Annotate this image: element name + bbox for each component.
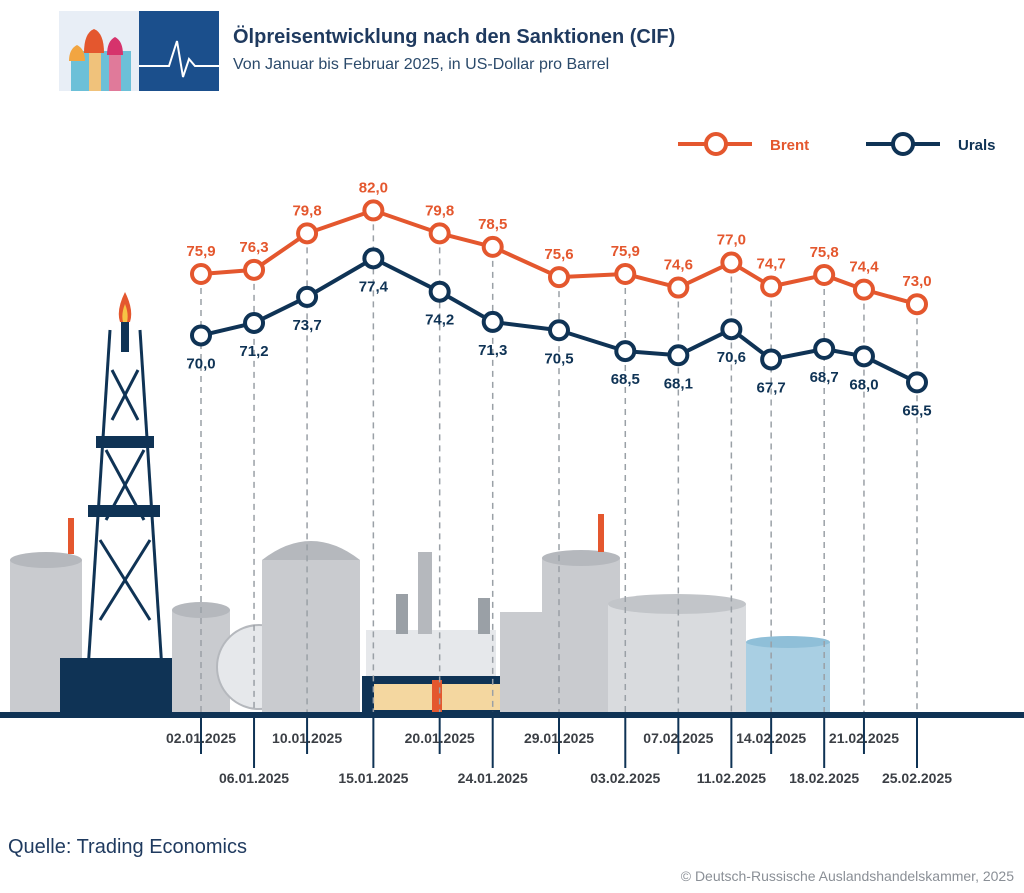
date-label: 20.01.2025 [405,730,475,746]
value-label-brent: 74,4 [849,259,879,276]
point-brent[interactable] [428,222,451,245]
point-urals[interactable] [296,285,319,308]
point-brent[interactable] [667,276,690,299]
point-brent[interactable] [720,251,743,274]
legend-item-urals[interactable]: Urals [866,132,996,156]
legend-brent-marker [704,132,728,156]
legend-urals-label: Urals [958,137,996,154]
ground-line [0,712,1024,718]
legend: Brent Urals [678,132,996,156]
point-brent[interactable] [852,278,875,301]
chart-title: Ölpreisentwicklung nach den Sanktionen (… [233,26,676,48]
value-label-brent: 82,0 [359,179,388,196]
value-label-urals: 71,2 [239,343,268,360]
point-brent[interactable] [243,258,266,281]
point-brent[interactable] [362,199,385,222]
date-label: 07.02.2025 [643,730,713,746]
value-label-urals: 68,7 [810,369,839,386]
point-urals[interactable] [481,310,504,333]
date-label: 29.01.2025 [524,730,594,746]
value-label-brent: 78,5 [478,216,507,233]
value-label-urals: 70,0 [186,355,215,372]
point-brent[interactable] [548,266,570,289]
point-brent[interactable] [296,222,319,245]
chart-subtitle: Von Januar bis Februar 2025, in US-Dolla… [233,56,610,73]
value-label-brent: 75,6 [544,246,573,263]
point-urals[interactable] [362,247,385,270]
point-urals[interactable] [548,319,570,342]
point-urals[interactable] [852,345,875,368]
date-label: 06.01.2025 [219,770,289,786]
point-urals[interactable] [760,348,783,371]
value-labels: 75,9 76,3 79,8 82,0 79,8 78,5 75,6 75,9 74,6 77,0… [186,179,931,419]
legend-urals-marker [891,132,915,156]
date-label: 11.02.2025 [697,770,767,786]
value-label-brent: 77,0 [717,232,746,249]
value-label-brent: 74,6 [664,257,693,274]
value-label-urals: 77,4 [359,278,389,295]
value-label-urals: 68,0 [849,376,878,393]
point-urals[interactable] [428,280,451,303]
source-note: Quelle: Trading Economics [8,836,248,858]
date-label: 18.02.2025 [789,770,859,786]
value-label-brent: 75,8 [810,244,839,261]
point-urals[interactable] [243,311,266,334]
point-brent[interactable] [481,235,504,258]
value-label-urals: 73,7 [292,317,321,334]
date-label: 21.02.2025 [829,730,899,746]
value-label-urals: 70,6 [717,349,746,366]
value-label-brent: 73,0 [902,273,931,290]
point-brent[interactable] [813,264,836,287]
value-label-urals: 70,5 [544,350,573,367]
value-label-urals: 68,5 [611,371,640,388]
value-label-brent: 75,9 [186,243,215,260]
value-label-brent: 75,9 [611,243,640,260]
date-label: 15.01.2025 [338,770,408,786]
point-brent[interactable] [906,293,928,316]
point-urals[interactable] [667,344,690,367]
point-urals[interactable] [614,340,637,363]
date-label: 02.01.2025 [166,730,236,746]
copyright-note: © Deutsch-Russische Auslandshandelskamme… [680,868,1014,884]
point-brent[interactable] [190,262,212,285]
point-urals[interactable] [906,371,928,394]
value-label-urals: 71,3 [478,342,507,359]
date-labels: 02.01.2025 06.01.2025 10.01.2025 15.01.2025… [166,730,952,786]
date-label: 10.01.2025 [272,730,342,746]
value-label-urals: 74,2 [425,312,454,329]
legend-item-brent[interactable]: Brent [678,132,809,156]
point-urals[interactable] [813,338,836,361]
date-label: 14.02.2025 [736,730,806,746]
point-brent[interactable] [614,262,637,285]
point-urals[interactable] [190,324,212,347]
value-label-brent: 76,3 [239,239,268,256]
value-label-urals: 68,1 [664,375,693,392]
refinery-illustration [10,292,830,714]
date-label: 24.01.2025 [458,770,528,786]
value-label-brent: 74,7 [757,255,786,272]
value-label-urals: 65,5 [902,402,931,419]
date-label: 25.02.2025 [882,770,952,786]
legend-brent-label: Brent [770,137,809,154]
point-brent[interactable] [760,275,783,298]
value-label-urals: 67,7 [757,379,786,396]
series-points [190,199,928,394]
date-ticks [200,718,918,768]
date-label: 03.02.2025 [590,770,660,786]
value-label-brent: 79,8 [292,202,321,219]
date-guides [200,224,918,712]
point-urals[interactable] [720,318,743,341]
value-label-brent: 79,8 [425,202,454,219]
header-logo [59,11,219,91]
